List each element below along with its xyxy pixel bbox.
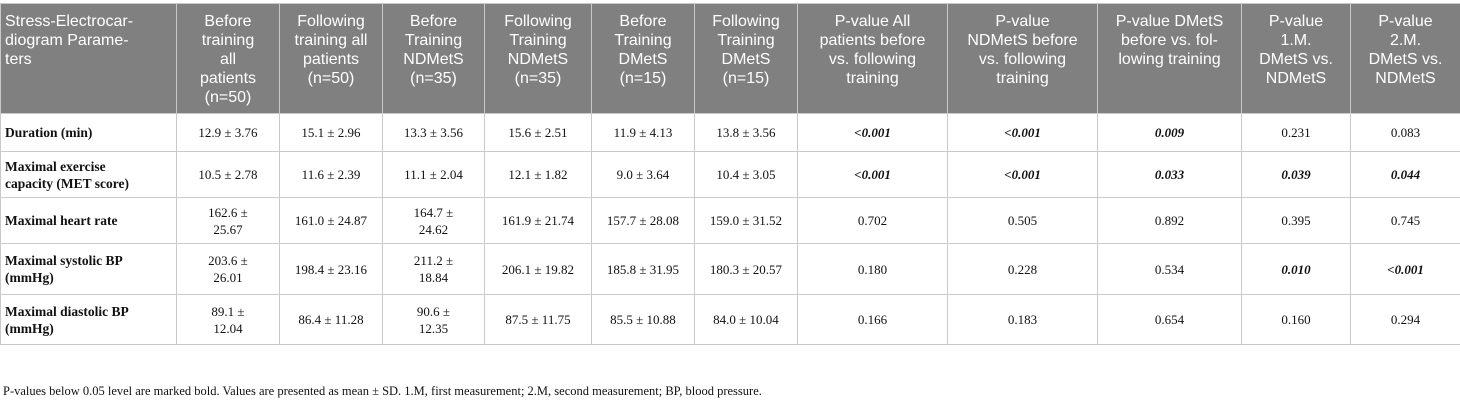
table-cell: 211.2 ± 18.84 (382, 243, 485, 295)
table-cell: 0.745 (1350, 197, 1460, 244)
table-cell: 161.9 ± 21.74 (484, 197, 592, 244)
table-cell: 11.1 ± 2.04 (382, 151, 485, 198)
header-cell: P-value NDMetS before vs. following trai… (947, 3, 1098, 114)
table-cell: 162.6 ± 25.67 (176, 197, 280, 244)
header-cell: Before Training NDMetS (n=35) (382, 3, 485, 114)
significant-p-value: 0.009 (1097, 113, 1242, 152)
header-cell: Before training all patients (n=50) (176, 3, 280, 114)
significant-p-value: 0.010 (1241, 243, 1351, 295)
table-cell: 15.6 ± 2.51 (484, 113, 592, 152)
table-cell: 85.5 ± 10.88 (591, 294, 695, 345)
table-cell: 86.4 ± 11.28 (279, 294, 383, 345)
row-label: Maximal diastolic BP (mmHg) (0, 294, 177, 345)
table-cell: 12.9 ± 3.76 (176, 113, 280, 152)
significant-p-value: <0.001 (797, 113, 948, 152)
table-cell: 0.160 (1241, 294, 1351, 345)
table-cell: 0.654 (1097, 294, 1242, 345)
significant-p-value: <0.001 (1350, 243, 1460, 295)
row-label: Maximal heart rate (0, 197, 177, 244)
table-cell: 0.180 (797, 243, 948, 295)
table-cell: 0.231 (1241, 113, 1351, 152)
table-row: Maximal systolic BP (mmHg) 203.6 ± 26.01… (0, 243, 1460, 295)
table-cell: 203.6 ± 26.01 (176, 243, 280, 295)
table-cell: 164.7 ± 24.62 (382, 197, 485, 244)
header-cell: P-value 1.M. DMetS vs. NDMetS (1241, 3, 1351, 114)
significant-p-value: 0.039 (1241, 151, 1351, 198)
table-cell: 10.4 ± 3.05 (694, 151, 798, 198)
table-cell: 0.228 (947, 243, 1098, 295)
table-cell: 159.0 ± 31.52 (694, 197, 798, 244)
table-cell: 90.6 ± 12.35 (382, 294, 485, 345)
row-label: Maximal systolic BP (mmHg) (0, 243, 177, 295)
table-cell: 0.183 (947, 294, 1098, 345)
significant-p-value: <0.001 (797, 151, 948, 198)
table-cell: 13.3 ± 3.56 (382, 113, 485, 152)
significant-p-value: <0.001 (947, 151, 1098, 198)
table-cell: 161.0 ± 24.87 (279, 197, 383, 244)
table-row: Maximal heart rate 162.6 ± 25.67 161.0 ±… (0, 197, 1460, 244)
table-cell: 10.5 ± 2.78 (176, 151, 280, 198)
table-cell: 13.8 ± 3.56 (694, 113, 798, 152)
header-cell: Stress-Electrocar- diogram Parame- ters (0, 3, 177, 114)
table-cell: 87.5 ± 11.75 (484, 294, 592, 345)
table-cell: 157.7 ± 28.08 (591, 197, 695, 244)
table-row: Maximal diastolic BP (mmHg) 89.1 ± 12.04… (0, 294, 1460, 345)
table-cell: 185.8 ± 31.95 (591, 243, 695, 295)
table-cell: 0.395 (1241, 197, 1351, 244)
table-cell: 206.1 ± 19.82 (484, 243, 592, 295)
table-cell: 11.6 ± 2.39 (279, 151, 383, 198)
table-cell: 15.1 ± 2.96 (279, 113, 383, 152)
significant-p-value: 0.033 (1097, 151, 1242, 198)
table-footnote: P-values below 0.05 level are marked bol… (3, 384, 762, 398)
table-cell: 9.0 ± 3.64 (591, 151, 695, 198)
results-table: Stress-Electrocar- diogram Parame- ters … (0, 3, 1460, 345)
table-row: Maximal exercise capacity (MET score) 10… (0, 151, 1460, 198)
table-cell: 0.083 (1350, 113, 1460, 152)
header-cell: Following training all patients (n=50) (279, 3, 383, 114)
header-row: Stress-Electrocar- diogram Parame- ters … (0, 3, 1460, 114)
table-cell: 12.1 ± 1.82 (484, 151, 592, 198)
table-row: Duration (min) 12.9 ± 3.76 15.1 ± 2.96 1… (0, 113, 1460, 152)
table-cell: 180.3 ± 20.57 (694, 243, 798, 295)
table-cell: 0.505 (947, 197, 1098, 244)
header-cell: Following Training NDMetS (n=35) (484, 3, 592, 114)
significant-p-value: 0.044 (1350, 151, 1460, 198)
header-cell: Following Training DMetS (n=15) (694, 3, 798, 114)
table-cell: 0.294 (1350, 294, 1460, 345)
significant-p-value: <0.001 (947, 113, 1098, 152)
table-cell: 0.892 (1097, 197, 1242, 244)
header-cell: P-value 2.M. DMetS vs. NDMetS (1350, 3, 1460, 114)
table-cell: 0.166 (797, 294, 948, 345)
table-cell: 84.0 ± 10.04 (694, 294, 798, 345)
header-cell: Before Training DMetS (n=15) (591, 3, 695, 114)
table-cell: 89.1 ± 12.04 (176, 294, 280, 345)
header-cell: P-value All patients before vs. followin… (797, 3, 948, 114)
row-label: Duration (min) (0, 113, 177, 152)
table-cell: 0.534 (1097, 243, 1242, 295)
header-cell: P-value DMetS before vs. fol- lowing tra… (1097, 3, 1242, 114)
table-cell: 198.4 ± 23.16 (279, 243, 383, 295)
table-cell: 11.9 ± 4.13 (591, 113, 695, 152)
row-label: Maximal exercise capacity (MET score) (0, 151, 177, 198)
table-cell: 0.702 (797, 197, 948, 244)
